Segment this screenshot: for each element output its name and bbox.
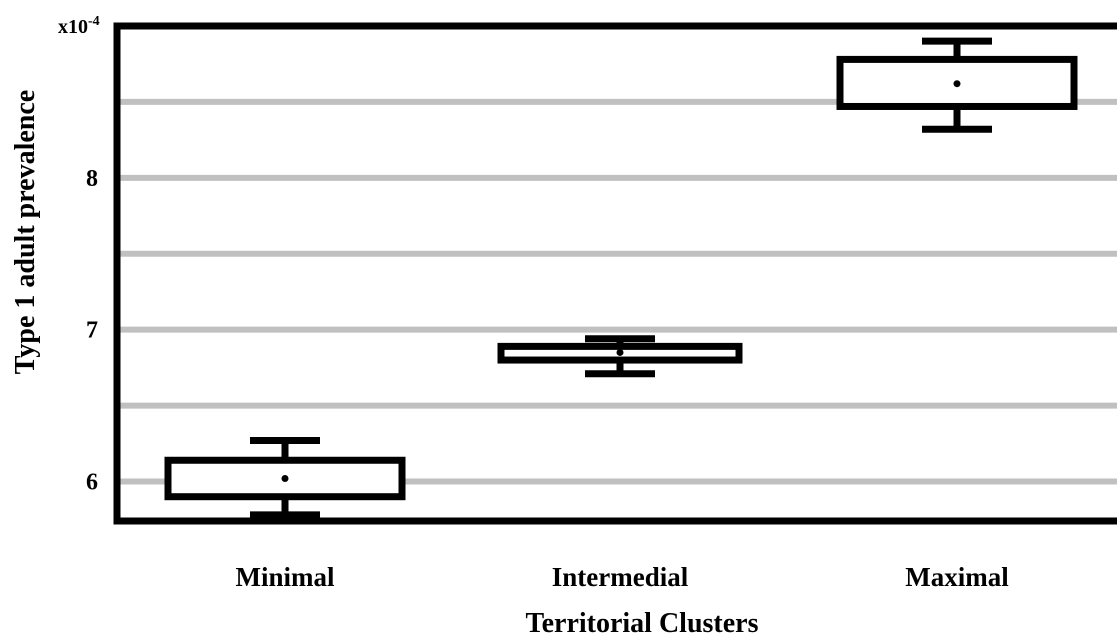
x-category-label: Minimal <box>236 562 335 592</box>
plot-frame <box>113 22 1117 525</box>
box-minimal <box>164 437 406 519</box>
x-category-labels: Minimal Intermedial Maximal <box>236 562 1010 592</box>
y-axis-title: Type 1 adult prevalence <box>10 90 41 374</box>
x-category-label: Maximal <box>905 562 1009 592</box>
y-tick-label: 8 <box>86 166 98 192</box>
mean-marker <box>281 474 289 482</box>
y-tick-labels: 6 7 8 <box>86 166 98 496</box>
mean-marker <box>953 80 961 88</box>
x-category-label: Intermedial <box>552 562 689 592</box>
y-tick-label: 7 <box>86 318 98 344</box>
y-scale-label: x10-4 <box>58 14 100 38</box>
box-series <box>164 37 1078 519</box>
x-axis-title: Territorial Clusters <box>525 608 758 637</box>
gridlines <box>117 98 1117 485</box>
box-intermedial <box>497 335 743 378</box>
mean-marker <box>616 348 624 356</box>
box-iqr <box>164 456 406 501</box>
y-tick-label: 6 <box>86 470 98 496</box>
box-maximal <box>836 37 1078 133</box>
